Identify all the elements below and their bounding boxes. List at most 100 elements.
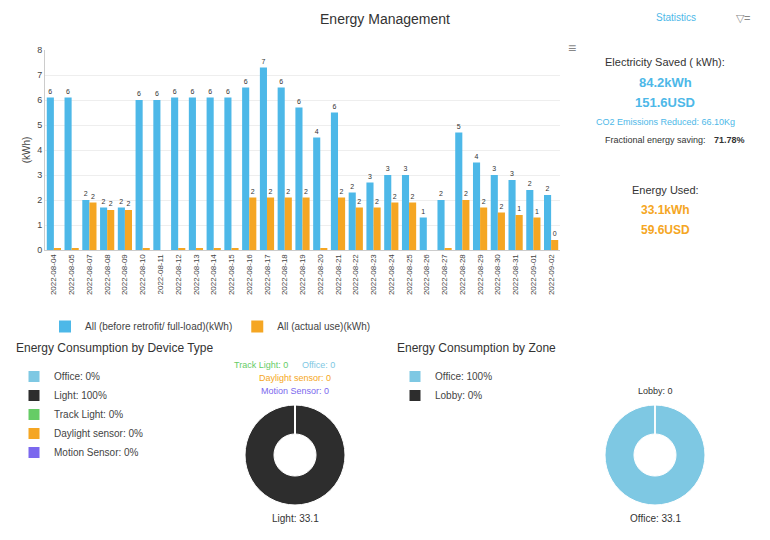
svg-text:2022-08-20: 2022-08-20 xyxy=(316,254,325,295)
svg-text:Electricity Saved ( kWh):: Electricity Saved ( kWh): xyxy=(605,56,725,68)
svg-text:2022-09-02: 2022-09-02 xyxy=(547,254,556,295)
svg-text:0: 0 xyxy=(37,245,42,255)
svg-text:2: 2 xyxy=(251,188,255,195)
svg-text:Track Light: 0: Track Light: 0 xyxy=(234,360,288,370)
svg-text:4: 4 xyxy=(475,153,479,160)
svg-text:2: 2 xyxy=(91,193,95,200)
svg-text:2: 2 xyxy=(340,188,344,195)
svg-text:2022-08-04: 2022-08-04 xyxy=(49,254,58,295)
svg-text:2022-08-15: 2022-08-15 xyxy=(227,254,236,295)
svg-text:Energy Consumption by Zone: Energy Consumption by Zone xyxy=(397,341,556,355)
svg-text:2: 2 xyxy=(439,190,443,197)
svg-text:2022-08-05: 2022-08-05 xyxy=(67,254,76,295)
svg-text:6: 6 xyxy=(208,88,212,95)
svg-text:≡: ≡ xyxy=(568,40,576,56)
svg-text:2: 2 xyxy=(464,190,468,197)
svg-text:6: 6 xyxy=(279,78,283,85)
svg-text:0: 0 xyxy=(553,230,557,237)
svg-text:3: 3 xyxy=(37,170,42,180)
svg-text:6: 6 xyxy=(137,90,141,97)
svg-text:2022-08-25: 2022-08-25 xyxy=(405,254,414,295)
svg-text:2: 2 xyxy=(102,198,106,205)
svg-text:Lobby: 0: Lobby: 0 xyxy=(638,386,673,396)
svg-text:2: 2 xyxy=(37,195,42,205)
svg-text:2: 2 xyxy=(357,198,361,205)
svg-text:▽=: ▽= xyxy=(736,12,750,24)
svg-text:84.2kWh: 84.2kWh xyxy=(639,75,692,90)
svg-text:2022-08-30: 2022-08-30 xyxy=(493,254,502,295)
svg-text:7: 7 xyxy=(261,58,265,65)
svg-text:2022-08-31: 2022-08-31 xyxy=(511,254,520,295)
svg-text:2022-08-22: 2022-08-22 xyxy=(351,254,360,295)
svg-text:3: 3 xyxy=(386,165,390,172)
svg-text:6: 6 xyxy=(226,88,230,95)
svg-text:5: 5 xyxy=(37,120,42,130)
svg-text:CO2 Emissions Reduced: 66.10Kg: CO2 Emissions Reduced: 66.10Kg xyxy=(596,117,735,127)
svg-text:2: 2 xyxy=(482,198,486,205)
svg-text:2022-09-01: 2022-09-01 xyxy=(529,254,538,295)
svg-text:Energy Used:: Energy Used: xyxy=(632,184,699,196)
svg-text:1: 1 xyxy=(517,205,521,212)
svg-text:6: 6 xyxy=(66,88,70,95)
svg-text:2022-08-14: 2022-08-14 xyxy=(209,254,218,295)
svg-text:Daylight sensor: 0%: Daylight sensor: 0% xyxy=(54,428,143,439)
svg-text:59.6USD: 59.6USD xyxy=(641,223,690,237)
svg-text:All (actual use)(kWh): All (actual use)(kWh) xyxy=(277,321,370,332)
svg-text:All (before retrofit/ full-loa: All (before retrofit/ full-load)(kWh) xyxy=(85,321,232,332)
svg-text:2: 2 xyxy=(269,188,273,195)
svg-text:6: 6 xyxy=(173,88,177,95)
svg-text:6: 6 xyxy=(297,98,301,105)
svg-text:1: 1 xyxy=(535,208,539,215)
svg-text:1: 1 xyxy=(421,208,425,215)
svg-text:2: 2 xyxy=(350,183,354,190)
svg-text:6: 6 xyxy=(37,95,42,105)
svg-text:Fractional energy saving:: Fractional energy saving: xyxy=(605,135,706,145)
svg-text:2: 2 xyxy=(546,185,550,192)
svg-text:2022-08-29: 2022-08-29 xyxy=(476,254,485,295)
svg-text:6: 6 xyxy=(155,90,159,97)
svg-text:2: 2 xyxy=(109,200,113,207)
svg-text:Light: 100%: Light: 100% xyxy=(54,390,107,401)
svg-text:Energy Management: Energy Management xyxy=(320,11,450,27)
svg-text:3: 3 xyxy=(492,165,496,172)
svg-text:2: 2 xyxy=(119,198,123,205)
svg-text:Track Light: 0%: Track Light: 0% xyxy=(54,409,123,420)
svg-text:2022-08-23: 2022-08-23 xyxy=(369,254,378,295)
svg-text:3: 3 xyxy=(368,173,372,180)
svg-text:2: 2 xyxy=(286,188,290,195)
svg-text:6: 6 xyxy=(332,103,336,110)
svg-text:2: 2 xyxy=(84,190,88,197)
svg-text:Energy Consumption by Device T: Energy Consumption by Device Type xyxy=(16,341,214,355)
svg-text:Office: 100%: Office: 100% xyxy=(435,371,492,382)
svg-text:2022-08-19: 2022-08-19 xyxy=(298,254,307,295)
svg-text:2022-08-28: 2022-08-28 xyxy=(458,254,467,295)
svg-text:2022-08-09: 2022-08-09 xyxy=(121,254,130,295)
svg-text:8: 8 xyxy=(37,45,42,55)
svg-text:71.78%: 71.78% xyxy=(714,135,745,145)
svg-text:2: 2 xyxy=(411,193,415,200)
svg-text:6: 6 xyxy=(48,88,52,95)
svg-text:2022-08-11: 2022-08-11 xyxy=(156,254,165,295)
svg-text:2022-08-07: 2022-08-07 xyxy=(85,254,94,295)
svg-text:2: 2 xyxy=(528,180,532,187)
svg-text:2022-08-21: 2022-08-21 xyxy=(334,254,343,295)
svg-text:4: 4 xyxy=(315,128,319,135)
svg-text:4: 4 xyxy=(37,145,42,155)
svg-text:6: 6 xyxy=(244,78,248,85)
svg-text:2022-08-16: 2022-08-16 xyxy=(245,254,254,295)
svg-text:2022-08-08: 2022-08-08 xyxy=(103,254,112,295)
svg-text:3: 3 xyxy=(404,165,408,172)
svg-text:2022-08-12: 2022-08-12 xyxy=(174,254,183,295)
svg-text:Office: 0%: Office: 0% xyxy=(54,371,100,382)
svg-text:Office: 0: Office: 0 xyxy=(302,360,335,370)
svg-text:2022-08-26: 2022-08-26 xyxy=(422,254,431,295)
svg-text:(kWh): (kWh) xyxy=(21,137,32,164)
svg-text:2022-08-24: 2022-08-24 xyxy=(387,254,396,295)
svg-text:2022-08-17: 2022-08-17 xyxy=(263,254,272,295)
svg-text:Daylight sensor: 0: Daylight sensor: 0 xyxy=(259,373,331,383)
svg-text:2: 2 xyxy=(304,188,308,195)
svg-text:6: 6 xyxy=(190,88,194,95)
svg-text:2022-08-27: 2022-08-27 xyxy=(440,254,449,295)
svg-text:Office: 33.1: Office: 33.1 xyxy=(630,513,681,524)
svg-text:151.6USD: 151.6USD xyxy=(635,95,695,110)
